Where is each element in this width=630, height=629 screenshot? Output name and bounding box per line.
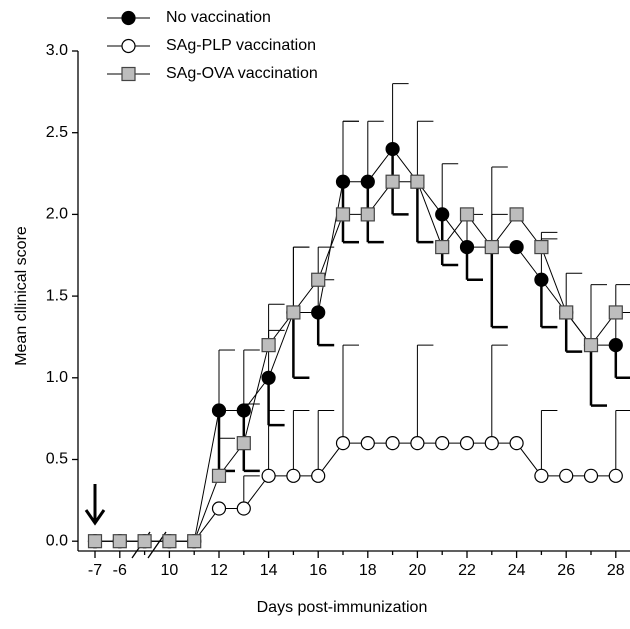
- legend-label: SAg-OVA vaccination: [166, 65, 318, 82]
- x-tick-label: 12: [210, 562, 228, 579]
- series-line: [95, 181, 617, 542]
- marker: [435, 436, 450, 451]
- x-tick-label: 24: [508, 562, 526, 579]
- marker: [286, 305, 301, 320]
- marker: [286, 468, 301, 483]
- arrow: [84, 484, 106, 526]
- marker: [534, 272, 549, 287]
- marker: [608, 305, 623, 320]
- legend-label: No vaccination: [166, 9, 271, 26]
- marker: [360, 436, 375, 451]
- x-tick-label: 16: [309, 562, 327, 579]
- x-tick-label: -6: [113, 562, 127, 579]
- legend-item: SAg-PLP vaccination: [107, 37, 316, 54]
- marker: [311, 468, 326, 483]
- marker: [211, 501, 227, 516]
- marker: [435, 239, 450, 255]
- marker: [87, 534, 103, 549]
- y-tick-label: 2.0: [46, 206, 68, 223]
- marker: [608, 468, 623, 483]
- y-tick-label: 1.5: [46, 287, 68, 304]
- marker: [112, 534, 127, 549]
- x-axis-label: Days post-immunization: [257, 599, 428, 616]
- y-tick-label: 0.0: [46, 532, 68, 549]
- marker: [236, 403, 251, 418]
- marker: [509, 436, 524, 451]
- legend-item: No vaccination: [107, 9, 271, 26]
- marker: [559, 468, 574, 483]
- marker: [583, 338, 599, 353]
- marker: [311, 305, 326, 320]
- marker: [211, 468, 227, 483]
- x-tick-label: 20: [409, 562, 427, 579]
- marker: [236, 436, 251, 451]
- series-line: [95, 442, 616, 542]
- marker: [459, 239, 475, 255]
- marker: [187, 534, 202, 549]
- marker: [335, 207, 351, 222]
- x-tick-label: 10: [161, 562, 179, 579]
- marker: [137, 534, 152, 549]
- marker: [311, 272, 326, 287]
- marker: [559, 305, 574, 320]
- marker: [385, 141, 400, 157]
- marker: [410, 174, 425, 189]
- x-tick-label: 14: [260, 562, 278, 579]
- marker: [211, 403, 227, 418]
- marker: [435, 207, 450, 222]
- marker: [484, 239, 499, 255]
- marker: [360, 174, 375, 189]
- marker: [385, 436, 400, 451]
- marker: [261, 468, 276, 483]
- marker: [261, 338, 276, 353]
- marker: [335, 174, 351, 189]
- marker: [360, 207, 375, 222]
- marker: [459, 436, 475, 451]
- marker: [459, 207, 475, 222]
- marker: [509, 207, 524, 222]
- x-tick-label: 18: [359, 562, 377, 579]
- marker: [162, 534, 177, 549]
- marker: [534, 468, 549, 483]
- marker: [509, 239, 524, 255]
- marker: [608, 338, 623, 353]
- y-tick-label: 1.0: [46, 369, 68, 386]
- y-axis-label: Mean cllinical score: [13, 226, 30, 366]
- x-tick-label: 26: [557, 562, 575, 579]
- x-tick-label: -7: [88, 562, 102, 579]
- marker: [385, 174, 400, 189]
- x-tick-label: 22: [458, 562, 476, 579]
- marker: [261, 370, 276, 385]
- marker: [410, 436, 425, 451]
- legend-marker: [121, 10, 136, 26]
- x-tick-label: 28: [607, 562, 625, 579]
- legend-label: SAg-PLP vaccination: [166, 37, 316, 54]
- marker: [583, 468, 599, 483]
- legend-marker: [121, 38, 136, 54]
- legend-item: SAg-OVA vaccination: [107, 65, 318, 82]
- y-tick-label: 2.5: [46, 124, 68, 141]
- marker: [236, 501, 251, 516]
- y-tick-label: 0.5: [46, 451, 68, 468]
- marker: [484, 436, 499, 451]
- marker: [335, 436, 351, 451]
- y-tick-label: 3.0: [46, 42, 68, 59]
- legend-marker: [121, 66, 136, 82]
- marker: [534, 239, 549, 255]
